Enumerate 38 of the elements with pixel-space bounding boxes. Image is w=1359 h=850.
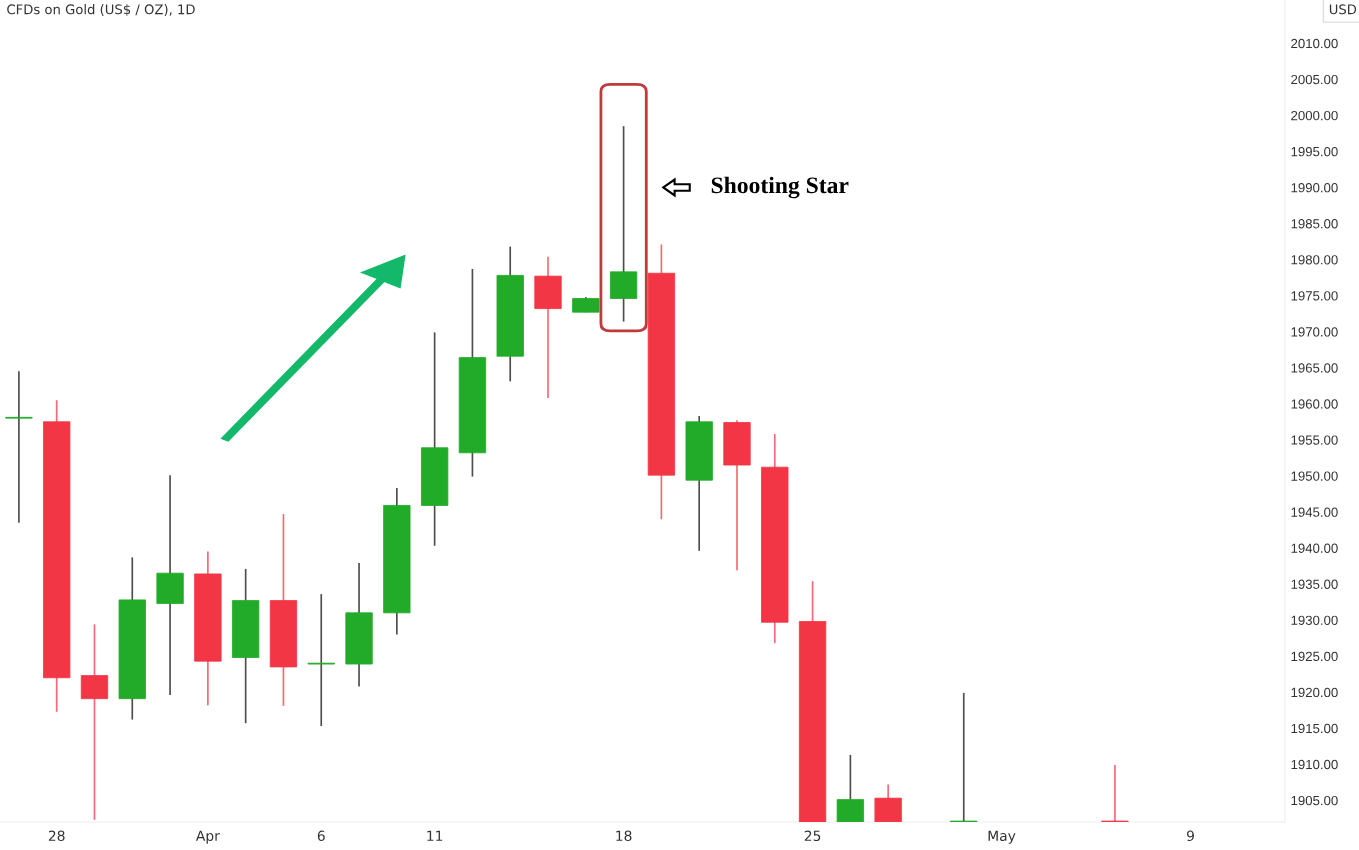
y-tick-label: 2005.00 — [1291, 74, 1338, 85]
y-tick-label: 1980.00 — [1291, 255, 1338, 265]
y-tick-label: 1960.00 — [1291, 399, 1338, 409]
x-tick-label: 6 — [317, 830, 325, 842]
y-tick-label: 1935.00 — [1291, 579, 1338, 589]
y-axis-title: USD — [1329, 4, 1357, 15]
x-tick-label: May — [988, 830, 1016, 844]
y-tick-label: 1925.00 — [1291, 651, 1338, 662]
chart-title: CFDs on Gold (US$ / OZ), 1D — [7, 4, 195, 17]
y-tick-label: 2010.00 — [1291, 38, 1338, 49]
y-tick-label: 1905.00 — [1291, 795, 1338, 806]
y-tick-label: 1950.00 — [1291, 471, 1338, 481]
x-tick-label: 11 — [427, 830, 443, 841]
y-tick-label: 1930.00 — [1291, 615, 1338, 625]
y-tick-label: 1995.00 — [1291, 146, 1338, 157]
x-tick-label: 18 — [616, 830, 632, 842]
candlestick — [80, 623, 109, 821]
y-tick-label: 1990.00 — [1291, 183, 1338, 193]
y-tick-label: 1965.00 — [1291, 363, 1338, 373]
candlestick — [5, 370, 33, 524]
candlestick — [950, 692, 978, 822]
y-tick-label: 1985.00 — [1291, 219, 1338, 229]
x-tick-label: 28 — [48, 830, 65, 842]
y-tick-label: 1915.00 — [1291, 723, 1338, 734]
y-tick-label: 1975.00 — [1291, 291, 1338, 301]
candlestick — [1101, 764, 1129, 822]
y-tick-label: 1970.00 — [1291, 327, 1338, 337]
y-tick-label: 1955.00 — [1291, 435, 1338, 445]
candlestick — [307, 593, 335, 727]
y-tick-label: 1945.00 — [1291, 507, 1338, 517]
x-tick-label: 25 — [804, 830, 821, 842]
y-tick-label: 2000.00 — [1291, 110, 1338, 121]
y-tick-label: 1910.00 — [1291, 759, 1338, 770]
x-tick-label: 9 — [1186, 830, 1194, 842]
annotation: Shooting Star — [711, 176, 849, 199]
y-tick-label: 1920.00 — [1291, 687, 1338, 698]
x-tick-label: Apr — [195, 830, 220, 844]
y-tick-label: 1940.00 — [1291, 543, 1338, 553]
